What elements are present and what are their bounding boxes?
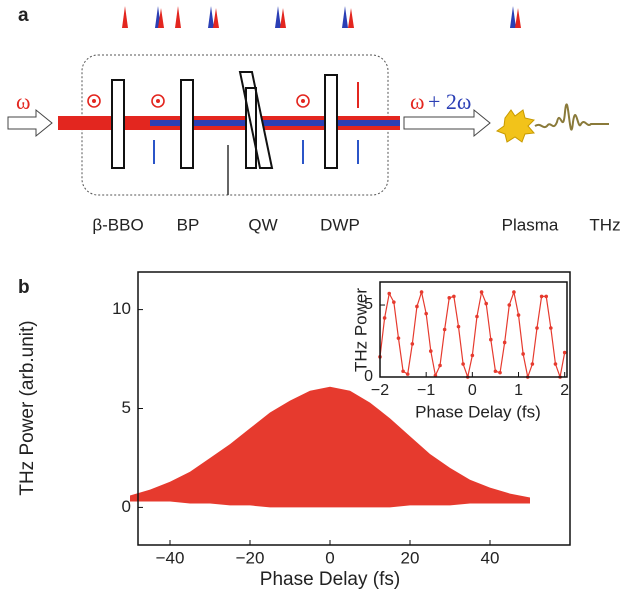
point <box>396 336 401 340</box>
x-tick-label: −1 <box>417 382 435 399</box>
bbo-plate <box>111 79 125 169</box>
x-axis-label: Phase Delay (fs) <box>260 569 400 590</box>
point <box>392 300 396 304</box>
y-tick-label: 10 <box>112 299 131 318</box>
point <box>452 294 456 299</box>
component-label: DWP <box>320 215 360 234</box>
pol-dots <box>92 99 305 103</box>
x-tick-label: −20 <box>236 548 265 567</box>
point <box>410 342 415 346</box>
point <box>502 340 507 345</box>
point <box>401 369 405 374</box>
component-label: BP <box>177 215 200 234</box>
point <box>461 362 465 366</box>
point <box>516 313 521 317</box>
point <box>553 362 558 366</box>
output-arrow <box>403 108 491 138</box>
point <box>544 294 549 299</box>
x-tick-label: −2 <box>371 382 389 399</box>
point <box>549 326 553 330</box>
y-tick-label: 0 <box>122 497 131 516</box>
bp-plate <box>180 79 194 169</box>
input-arrow <box>7 108 53 138</box>
x-tick-label: 0 <box>325 548 334 567</box>
pulse-icons <box>122 6 521 28</box>
point <box>530 362 535 366</box>
panel-label: b <box>18 277 30 298</box>
component-label: THz <box>589 215 620 234</box>
beam-blue <box>150 120 400 126</box>
point <box>475 314 479 319</box>
point <box>489 337 493 342</box>
output-label-blue: + 2ω <box>428 89 471 114</box>
point <box>442 327 447 332</box>
inset-bg <box>380 282 567 377</box>
y-axis-label: THz Power (arb.unit) <box>17 320 38 495</box>
point <box>405 372 410 376</box>
thz-wave <box>534 103 609 131</box>
point <box>562 350 567 355</box>
component-label: Plasma <box>502 215 559 234</box>
pol-marks <box>87 94 310 108</box>
power-band <box>130 386 530 508</box>
x-tick-label: 0 <box>468 382 477 399</box>
point <box>470 353 475 358</box>
component-label: β-BBO <box>92 215 143 234</box>
input-label: ω <box>16 89 30 114</box>
point <box>447 296 452 300</box>
point <box>535 326 539 330</box>
blue-pol <box>153 140 359 164</box>
plasma <box>495 109 535 143</box>
dwp-plate <box>324 74 338 169</box>
point <box>415 304 419 309</box>
x-tick-label: −40 <box>156 548 185 567</box>
point <box>382 316 387 320</box>
plot-frame <box>379 281 568 378</box>
point <box>479 290 484 294</box>
y-axis-label: THz Power <box>351 288 370 372</box>
y-tick-label: 0 <box>364 368 373 385</box>
point <box>387 291 392 296</box>
output-label-red: ω <box>410 89 424 114</box>
y-tick-label: 5 <box>122 398 131 417</box>
x-tick-label: 20 <box>401 548 420 567</box>
x-axis-label: Phase Delay (fs) <box>415 402 541 421</box>
point <box>438 363 442 368</box>
point <box>512 290 516 294</box>
component-label: QW <box>248 215 277 234</box>
x-tick-label: 1 <box>514 382 523 399</box>
point <box>521 352 525 356</box>
point <box>498 370 502 375</box>
point <box>428 349 433 353</box>
point <box>539 294 544 299</box>
x-tick-label: 40 <box>481 548 500 567</box>
point <box>507 303 512 307</box>
point <box>456 324 461 329</box>
point <box>424 311 428 316</box>
x-tick-label: 2 <box>560 382 569 399</box>
point <box>484 301 488 306</box>
point <box>419 290 424 294</box>
point <box>493 369 498 374</box>
qw-wedges <box>238 71 274 169</box>
y-tick-label: 5 <box>364 296 373 313</box>
panel-label: a <box>18 5 29 26</box>
